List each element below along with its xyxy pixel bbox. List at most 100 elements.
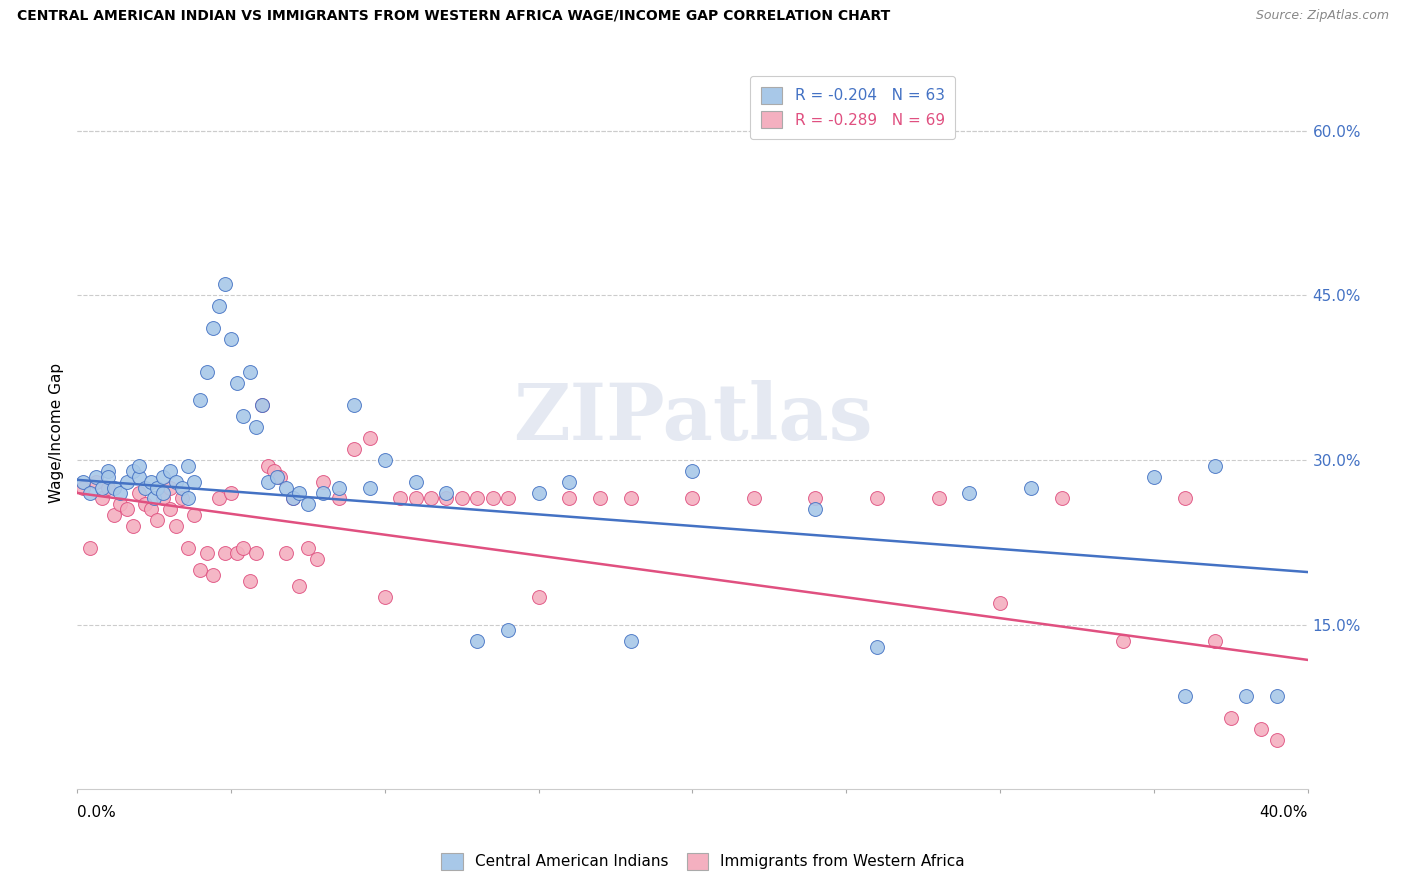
Point <box>328 481 350 495</box>
Point <box>276 481 298 495</box>
Point <box>226 546 249 560</box>
Point <box>436 491 458 506</box>
Point <box>269 469 291 483</box>
Point <box>263 464 285 478</box>
Point <box>465 491 488 506</box>
Point <box>146 481 169 495</box>
Point <box>928 491 950 506</box>
Point <box>84 469 107 483</box>
Point <box>312 486 335 500</box>
Text: CENTRAL AMERICAN INDIAN VS IMMIGRANTS FROM WESTERN AFRICA WAGE/INCOME GAP CORREL: CENTRAL AMERICAN INDIAN VS IMMIGRANTS FR… <box>17 9 890 23</box>
Point <box>195 546 218 560</box>
Point <box>481 491 503 506</box>
Point <box>214 546 236 560</box>
Text: 40.0%: 40.0% <box>1260 805 1308 820</box>
Point <box>121 519 143 533</box>
Point <box>152 486 174 500</box>
Point <box>374 453 396 467</box>
Point <box>1234 689 1257 703</box>
Point <box>527 591 550 605</box>
Point <box>143 491 166 506</box>
Legend: R = -0.204   N = 63, R = -0.289   N = 69: R = -0.204 N = 63, R = -0.289 N = 69 <box>751 77 956 138</box>
Point <box>165 519 187 533</box>
Point <box>226 376 249 391</box>
Point <box>97 481 120 495</box>
Point <box>188 392 212 407</box>
Point <box>266 469 288 483</box>
Point <box>159 502 181 516</box>
Point <box>312 475 335 489</box>
Point <box>682 491 704 506</box>
Point <box>177 491 200 506</box>
Point <box>496 491 519 506</box>
Point <box>1174 689 1197 703</box>
Point <box>146 513 169 527</box>
Point <box>201 568 224 582</box>
Point <box>436 486 458 500</box>
Point <box>110 497 132 511</box>
Point <box>141 502 163 516</box>
Point <box>214 277 236 292</box>
Point <box>219 332 242 346</box>
Point <box>177 458 200 473</box>
Point <box>170 491 193 506</box>
Point <box>328 491 350 506</box>
Point <box>281 491 304 506</box>
Point <box>257 458 280 473</box>
Point <box>208 491 231 506</box>
Point <box>79 541 101 555</box>
Point <box>682 464 704 478</box>
Point <box>141 475 163 489</box>
Point <box>128 486 150 500</box>
Point <box>343 398 366 412</box>
Point <box>297 541 319 555</box>
Point <box>90 491 114 506</box>
Point <box>121 464 143 478</box>
Point <box>288 486 311 500</box>
Point <box>620 634 643 648</box>
Point <box>165 475 187 489</box>
Point <box>420 491 443 506</box>
Point <box>1050 491 1073 506</box>
Point <box>79 486 101 500</box>
Point <box>405 491 427 506</box>
Point <box>128 458 150 473</box>
Point <box>1174 491 1197 506</box>
Text: Source: ZipAtlas.com: Source: ZipAtlas.com <box>1256 9 1389 22</box>
Point <box>110 486 132 500</box>
Point <box>245 546 267 560</box>
Point <box>804 491 827 506</box>
Point <box>232 541 254 555</box>
Point <box>465 634 488 648</box>
Point <box>72 481 94 495</box>
Point <box>232 409 254 424</box>
Point <box>1019 481 1042 495</box>
Point <box>103 481 125 495</box>
Point <box>115 502 138 516</box>
Point <box>183 508 205 522</box>
Point <box>219 486 242 500</box>
Point <box>276 546 298 560</box>
Point <box>359 431 381 445</box>
Point <box>405 475 427 489</box>
Point <box>450 491 472 506</box>
Point <box>589 491 612 506</box>
Point <box>250 398 273 412</box>
Point <box>1143 469 1166 483</box>
Y-axis label: Wage/Income Gap: Wage/Income Gap <box>49 362 65 503</box>
Point <box>245 420 267 434</box>
Point <box>159 464 181 478</box>
Point <box>1112 634 1135 648</box>
Point <box>250 398 273 412</box>
Point <box>307 552 329 566</box>
Point <box>208 299 231 313</box>
Point <box>527 486 550 500</box>
Point <box>988 596 1011 610</box>
Point <box>103 508 125 522</box>
Point <box>343 442 366 456</box>
Text: 0.0%: 0.0% <box>77 805 117 820</box>
Point <box>183 475 205 489</box>
Point <box>1250 722 1272 736</box>
Point <box>1265 689 1288 703</box>
Legend: Central American Indians, Immigrants from Western Africa: Central American Indians, Immigrants fro… <box>433 846 973 877</box>
